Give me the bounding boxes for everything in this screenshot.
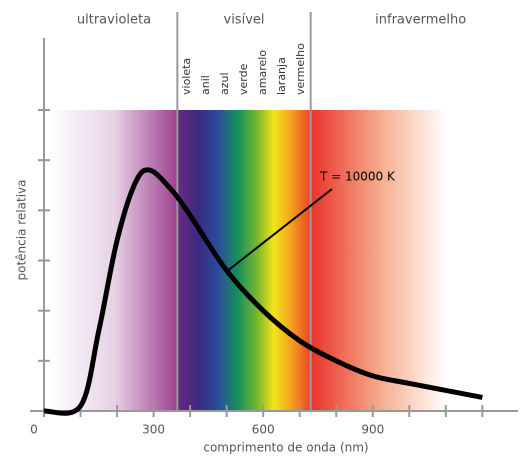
color-name: laranja: [275, 57, 288, 95]
annotation: T = 10000 K: [319, 170, 396, 184]
annotation-leader: [225, 188, 333, 273]
x-tick-label: 900: [361, 423, 384, 437]
x-tick-label: 600: [252, 423, 275, 437]
region-label: ultravioleta: [77, 13, 151, 28]
curve: [43, 167, 483, 416]
y-axis-label: potência relativa: [15, 180, 29, 281]
x-axis-label: comprimento de onda (nm): [203, 441, 368, 455]
color-name: vermelho: [294, 43, 307, 95]
ir-band: [311, 110, 446, 411]
region-label: visível: [224, 13, 265, 28]
color-name: amarelo: [256, 50, 269, 95]
color-name: violeta: [180, 58, 193, 95]
x-tick-label: 300: [142, 423, 165, 437]
plot: ultravioleta visível infravermelho violeta a…: [30, 12, 518, 437]
region-label: infravermelho: [375, 13, 466, 28]
visible-band: [178, 110, 311, 411]
color-name: azul: [218, 72, 231, 95]
x-tick-label: 0: [30, 423, 38, 437]
color-name: verde: [237, 63, 250, 95]
color-name: anil: [199, 75, 212, 95]
